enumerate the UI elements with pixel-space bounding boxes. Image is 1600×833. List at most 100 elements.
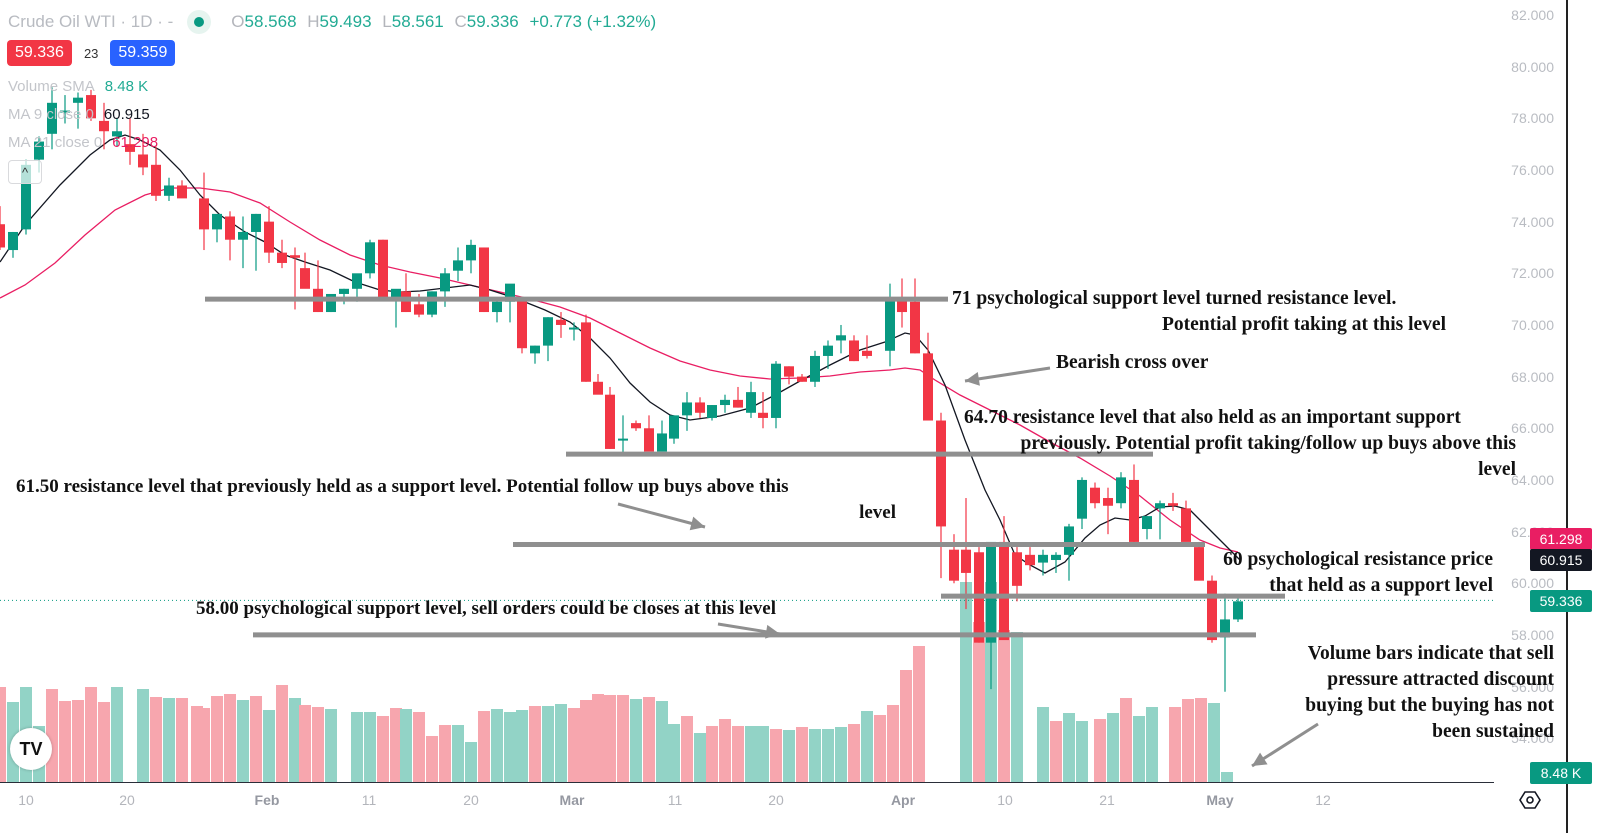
price-tick: 78.000 — [1511, 110, 1554, 127]
annotation-6150-level: 61.50 resistance level that previously h… — [16, 476, 896, 523]
candle-body — [1220, 619, 1230, 638]
candle-body — [1064, 526, 1074, 555]
candle-body — [391, 288, 401, 300]
tradingview-logo[interactable]: TV — [10, 728, 52, 770]
candle-body — [720, 399, 730, 406]
volume-bar — [1133, 716, 1145, 782]
open-value: 58.568 — [244, 12, 297, 31]
volume-bar — [1107, 713, 1119, 782]
volume-bar — [998, 630, 1010, 782]
time-tick: 10 — [997, 792, 1013, 808]
indicator-volume-sma[interactable]: Volume SMA 8.48 K — [8, 78, 149, 95]
candle-body — [251, 213, 261, 232]
price-tick: 60.000 — [1511, 575, 1554, 592]
candle-body — [758, 412, 768, 418]
candle-body — [99, 120, 109, 132]
ma21-line — [0, 187, 1239, 553]
volume-bar — [745, 726, 757, 782]
volume-bar — [706, 726, 718, 782]
volume-bar — [400, 709, 412, 782]
chart-legend: Crude Oil WTI · 1D · - O58.568 H59.493 L… — [8, 10, 656, 34]
volume-bar — [390, 708, 402, 782]
symbol-title[interactable]: Crude Oil WTI · 1D · - — [8, 12, 174, 31]
volume-bar — [137, 689, 149, 782]
candle-body — [823, 345, 833, 356]
price-tag: 59.336 — [1530, 590, 1592, 612]
indicator-ma9[interactable]: MA 9 close 0 60.915 — [8, 106, 150, 123]
volume-bar — [1146, 707, 1158, 782]
sell-button[interactable]: 59.336 — [7, 40, 72, 66]
volume-bar — [364, 712, 376, 782]
candle-body — [771, 363, 781, 418]
volume-bar — [426, 736, 438, 782]
price-tick: 56.000 — [1511, 678, 1554, 695]
candle-body — [466, 244, 476, 261]
collapse-legend-button[interactable]: ^ — [8, 160, 42, 184]
volume-bar — [822, 729, 834, 782]
volume-bar — [887, 705, 899, 782]
candle-body — [1155, 503, 1165, 509]
ohlc-values: O58.568 H59.493 L58.561 C59.336 +0.773 (… — [231, 12, 657, 31]
arrow-head-icon — [965, 371, 980, 386]
candle-body — [1116, 477, 1126, 504]
volume-bar — [668, 724, 680, 782]
time-tick: 11 — [667, 792, 683, 808]
volume-bar — [439, 725, 451, 782]
price-scale-border — [1566, 0, 1568, 833]
volume-bar — [719, 719, 731, 782]
candle-body — [151, 164, 161, 196]
candle-body — [986, 541, 996, 643]
price-tag: 60.915 — [1530, 549, 1592, 571]
annotation-58-level: 58.00 psychological support level, sell … — [196, 598, 777, 619]
candle-body — [290, 255, 300, 258]
candle-body — [1194, 547, 1204, 581]
volume-bar — [861, 711, 873, 782]
market-status-icon — [187, 10, 212, 34]
time-tick: Feb — [254, 792, 280, 808]
volume-bar — [1221, 772, 1233, 782]
low-value: 58.561 — [391, 12, 444, 31]
buy-button[interactable]: 59.359 — [110, 40, 176, 66]
candle-body — [352, 273, 362, 289]
candle-body — [60, 110, 70, 113]
candle-body — [1077, 479, 1087, 519]
annotation-volume: Volume bars indicate that sell pressure … — [1305, 643, 1554, 742]
price-tick: 72.000 — [1511, 265, 1554, 282]
candle-body — [784, 366, 794, 377]
volume-bar — [465, 742, 477, 782]
volume-bar — [874, 715, 886, 782]
time-tick: 21 — [1099, 792, 1115, 808]
price-tag: 61.298 — [1530, 528, 1592, 550]
price-tick: 76.000 — [1511, 161, 1554, 178]
arrow-head-icon — [765, 624, 780, 639]
price-tick: 80.000 — [1511, 58, 1554, 75]
candle-body — [1038, 554, 1048, 563]
volume-bar — [973, 622, 985, 782]
settings-icon[interactable] — [1519, 789, 1541, 811]
volume-bar — [1120, 698, 1132, 782]
candle-body — [1090, 487, 1100, 504]
candle-body — [453, 260, 463, 271]
indicator-ma21[interactable]: MA 21 close 0 61.298 — [8, 134, 159, 151]
candle-body — [657, 433, 667, 452]
candle-body — [910, 301, 920, 354]
volume-bar — [757, 726, 769, 782]
volume-bar — [783, 730, 795, 782]
candle-body — [682, 402, 692, 416]
volume-bar — [237, 700, 249, 782]
candle-body — [479, 247, 489, 313]
candle-body — [605, 394, 615, 449]
candle-body — [517, 299, 527, 349]
price-tick: 66.000 — [1511, 420, 1554, 437]
volume-bar — [224, 694, 236, 782]
candle-body — [401, 291, 411, 313]
candle-body — [365, 242, 375, 274]
volume-bar — [580, 700, 592, 782]
candle-body — [644, 428, 654, 452]
price-tick: 68.000 — [1511, 368, 1554, 385]
volume-bar — [289, 698, 301, 782]
candle-body — [569, 327, 579, 330]
volume-bar — [732, 726, 744, 782]
volume-bar — [98, 702, 110, 782]
